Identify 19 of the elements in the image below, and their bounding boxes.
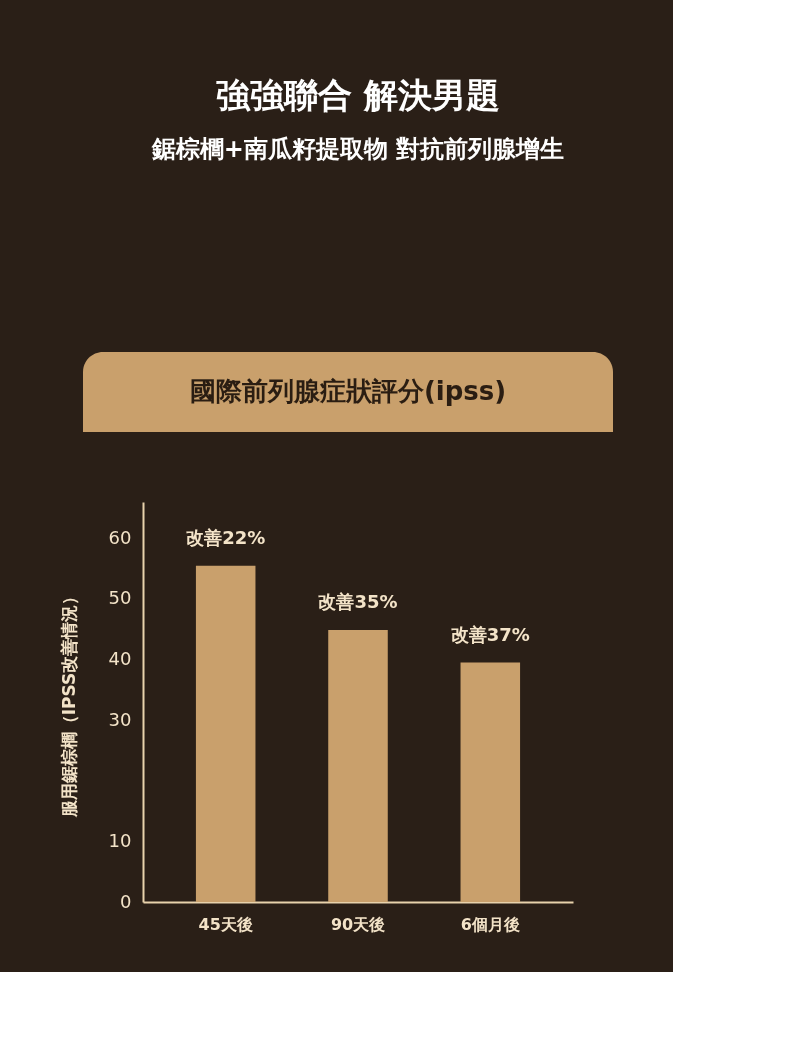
x-tick-label: 45天後 [198, 914, 253, 934]
y-axis-title: 服用鋸棕櫚（IPSS改善情況） [58, 587, 79, 819]
bar [328, 629, 388, 902]
y-tick-label: 30 [108, 708, 132, 730]
x-tick-label: 6個月後 [460, 914, 520, 934]
x-tick-label: 90天後 [330, 914, 386, 934]
annotation: 改善37% [450, 623, 530, 645]
bar [460, 662, 521, 902]
text: 國際前列腺症狀評分(ipss) [189, 376, 507, 406]
chart-title: 強強聯合 解決男題 [216, 75, 500, 115]
y-tick-label: 60 [108, 526, 132, 548]
annotation: 改善35% [318, 590, 398, 612]
annotation: 改善22% [186, 526, 266, 548]
bar [195, 565, 256, 902]
y-tick-label: 50 [108, 587, 132, 609]
chart-subtitle: 鋸棕櫚+南瓜籽提取物 對抗前列腺增生 [150, 135, 565, 163]
y-tick-label: 10 [108, 829, 132, 851]
y-tick-label: 40 [108, 648, 132, 670]
y-tick-label: 0 [120, 890, 132, 912]
